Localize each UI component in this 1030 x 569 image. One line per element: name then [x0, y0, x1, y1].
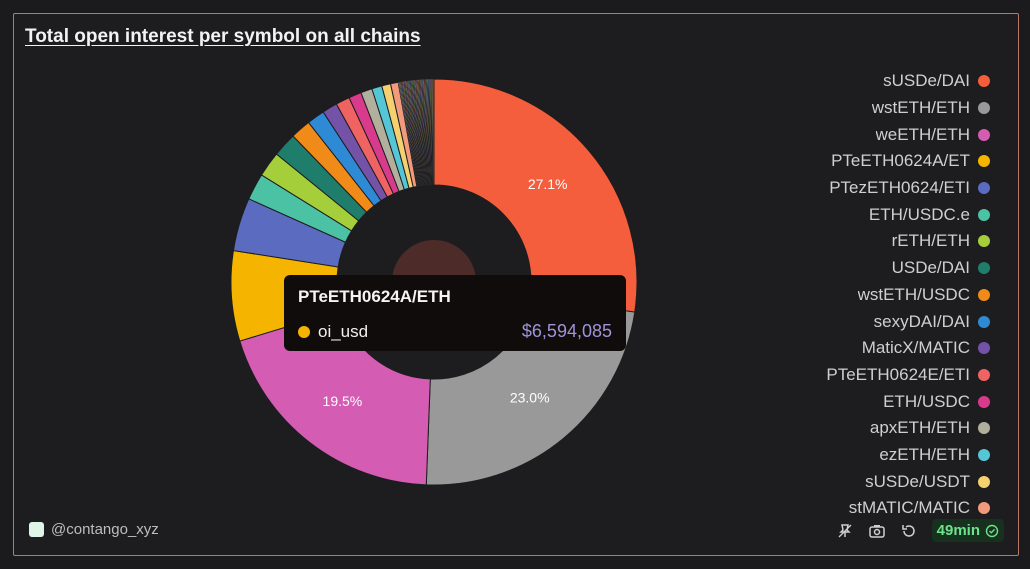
tooltip-row: oi_usd $6,594,085 — [298, 321, 612, 342]
legend-color-dot — [978, 182, 990, 195]
camera-icon[interactable] — [868, 522, 886, 540]
legend-item[interactable]: wstETH/USDC — [790, 282, 990, 309]
legend-color-dot — [978, 235, 990, 248]
chart-tooltip: PTeETH0624A/ETH oi_usd $6,594,085 — [284, 275, 626, 351]
refresh-icon[interactable] — [900, 522, 918, 540]
legend-label: apxETH/ETH — [869, 418, 970, 438]
legend-label: MaticX/MATIC — [861, 338, 970, 358]
legend-color-dot — [978, 502, 990, 515]
legend-item[interactable]: ETH/USDC — [790, 388, 990, 415]
pie-slice-small[interactable] — [432, 78, 435, 186]
tooltip-value: $6,594,085 — [521, 321, 612, 341]
legend-item[interactable]: PTezETH0624/ETI — [790, 175, 990, 202]
slice-percent-label: 23.0% — [510, 390, 550, 406]
freshness-text: 49min — [936, 522, 980, 539]
legend-label: sexyDAI/DAI — [873, 311, 970, 331]
legend-label: wstETH/ETH — [871, 98, 970, 118]
legend-label: weETH/ETH — [875, 124, 970, 144]
author-attribution[interactable]: @contango_xyz — [29, 521, 159, 538]
legend-label: PTeETH0624A/ET — [831, 151, 970, 171]
pin-icon[interactable] — [836, 522, 854, 540]
tooltip-color-dot — [298, 325, 310, 338]
legend-label: PTeETH0624E/ETI — [826, 364, 970, 384]
slice-percent-label: 19.5% — [323, 393, 363, 409]
legend-color-dot — [978, 208, 990, 221]
legend-item[interactable]: stMATIC/MATIC — [790, 495, 990, 522]
legend-color-dot — [978, 288, 990, 301]
legend-color-dot — [978, 102, 990, 115]
legend-color-dot — [978, 75, 990, 88]
chart-legend: sUSDe/DAI wstETH/ETH weETH/ETH PTeETH0624A/… — [790, 68, 990, 522]
legend-label: ETH/USDC.e — [868, 204, 970, 224]
legend-color-dot — [978, 342, 990, 355]
legend-label: ETH/USDC — [883, 391, 970, 411]
legend-item[interactable]: sUSDe/DAI — [790, 68, 990, 95]
legend-label: ezETH/ETH — [879, 444, 970, 464]
author-handle: @contango_xyz — [51, 521, 159, 538]
legend-color-dot — [978, 475, 990, 488]
legend-label: PTezETH0624/ETI — [829, 178, 970, 198]
legend-label: sUSDe/USDT — [865, 471, 970, 491]
legend-item[interactable]: PTeETH0624A/ET — [790, 148, 990, 175]
chart-title[interactable]: Total open interest per symbol on all ch… — [25, 26, 421, 47]
legend-item[interactable]: sUSDe/USDT — [790, 468, 990, 495]
legend-label: USDe/DAI — [891, 258, 970, 278]
legend-item[interactable]: weETH/ETH — [790, 121, 990, 148]
tooltip-title: PTeETH0624A/ETH — [298, 287, 451, 306]
check-circle-icon — [985, 524, 999, 538]
legend-label: rETH/ETH — [891, 231, 970, 251]
legend-color-dot — [978, 422, 990, 435]
legend-item[interactable]: wstETH/ETH — [790, 95, 990, 122]
legend-color-dot — [978, 395, 990, 408]
tooltip-series: oi_usd — [318, 321, 369, 341]
legend-color-dot — [978, 315, 990, 328]
legend-item[interactable]: apxETH/ETH — [790, 415, 990, 442]
pie-slice[interactable] — [239, 309, 431, 486]
legend-item[interactable]: MaticX/MATIC — [790, 335, 990, 362]
legend-color-dot — [978, 155, 990, 168]
pie-slice[interactable] — [433, 78, 638, 313]
legend-label: wstETH/USDC — [857, 284, 970, 304]
legend-item[interactable]: sexyDAI/DAI — [790, 308, 990, 335]
chart-toolbar: 49min — [836, 519, 1004, 542]
legend-item[interactable]: ezETH/ETH — [790, 442, 990, 469]
legend-label: sUSDe/DAI — [883, 71, 970, 91]
legend-item[interactable]: rETH/ETH — [790, 228, 990, 255]
legend-item[interactable]: ETH/USDC.e — [790, 201, 990, 228]
legend-item[interactable]: PTeETH0624E/ETI — [790, 362, 990, 389]
legend-color-dot — [978, 368, 990, 381]
legend-color-dot — [978, 128, 990, 141]
legend-label: stMATIC/MATIC — [848, 498, 970, 518]
author-avatar — [29, 522, 44, 537]
legend-color-dot — [978, 448, 990, 461]
legend-item[interactable]: USDe/DAI — [790, 255, 990, 282]
slice-percent-label: 27.1% — [528, 176, 568, 192]
freshness-badge[interactable]: 49min — [931, 519, 1004, 542]
legend-color-dot — [978, 262, 990, 275]
